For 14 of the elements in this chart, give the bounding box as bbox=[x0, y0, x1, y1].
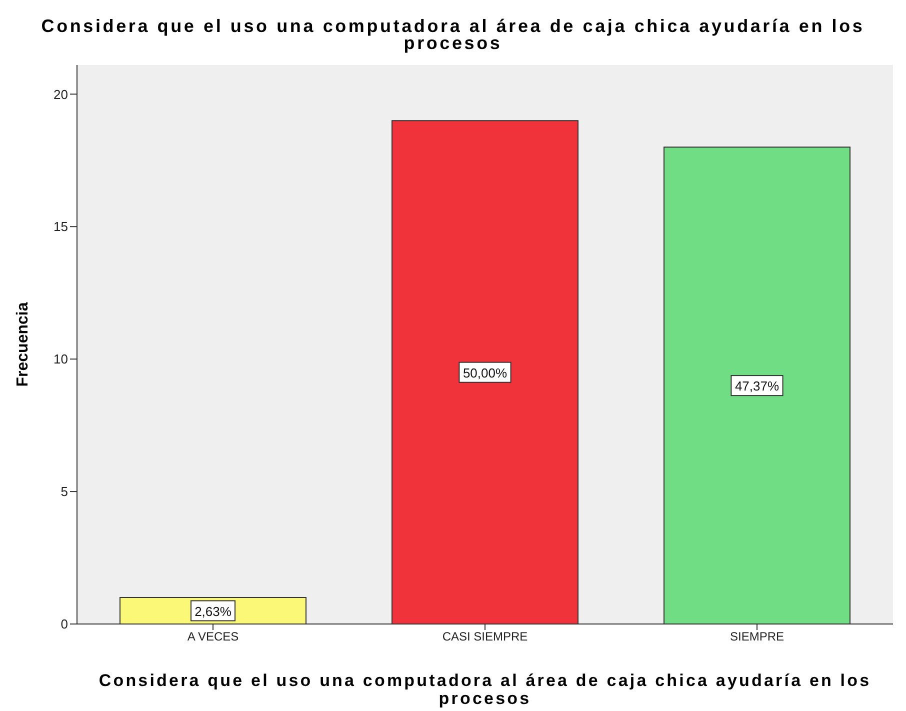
annotation: 47,37% bbox=[734, 378, 780, 394]
y-tick-label: 15 bbox=[54, 219, 68, 234]
y-axis-title: Frecuencia bbox=[14, 302, 32, 387]
x-tick-label: A VECES bbox=[187, 630, 239, 644]
annotation: 2,63% bbox=[194, 604, 232, 619]
y-tick-label: 20 bbox=[54, 86, 68, 102]
x-axis-title: Considera que el uso una computadora al área de caja chica ayudaría en los procesos bbox=[98, 671, 872, 708]
annotation: 50,00% bbox=[462, 365, 508, 380]
chart-title: Considera que el uso una computadora al área de caja chica ayudaría en los procesos bbox=[40, 16, 866, 53]
x-tick-label: CASI SIEMPRE bbox=[442, 630, 528, 644]
y-tick-label: 0 bbox=[60, 616, 68, 632]
y-tick-label: 5 bbox=[60, 484, 68, 500]
x-tick-label: SIEMPRE bbox=[730, 630, 784, 644]
y-tick-label: 10 bbox=[54, 352, 68, 367]
